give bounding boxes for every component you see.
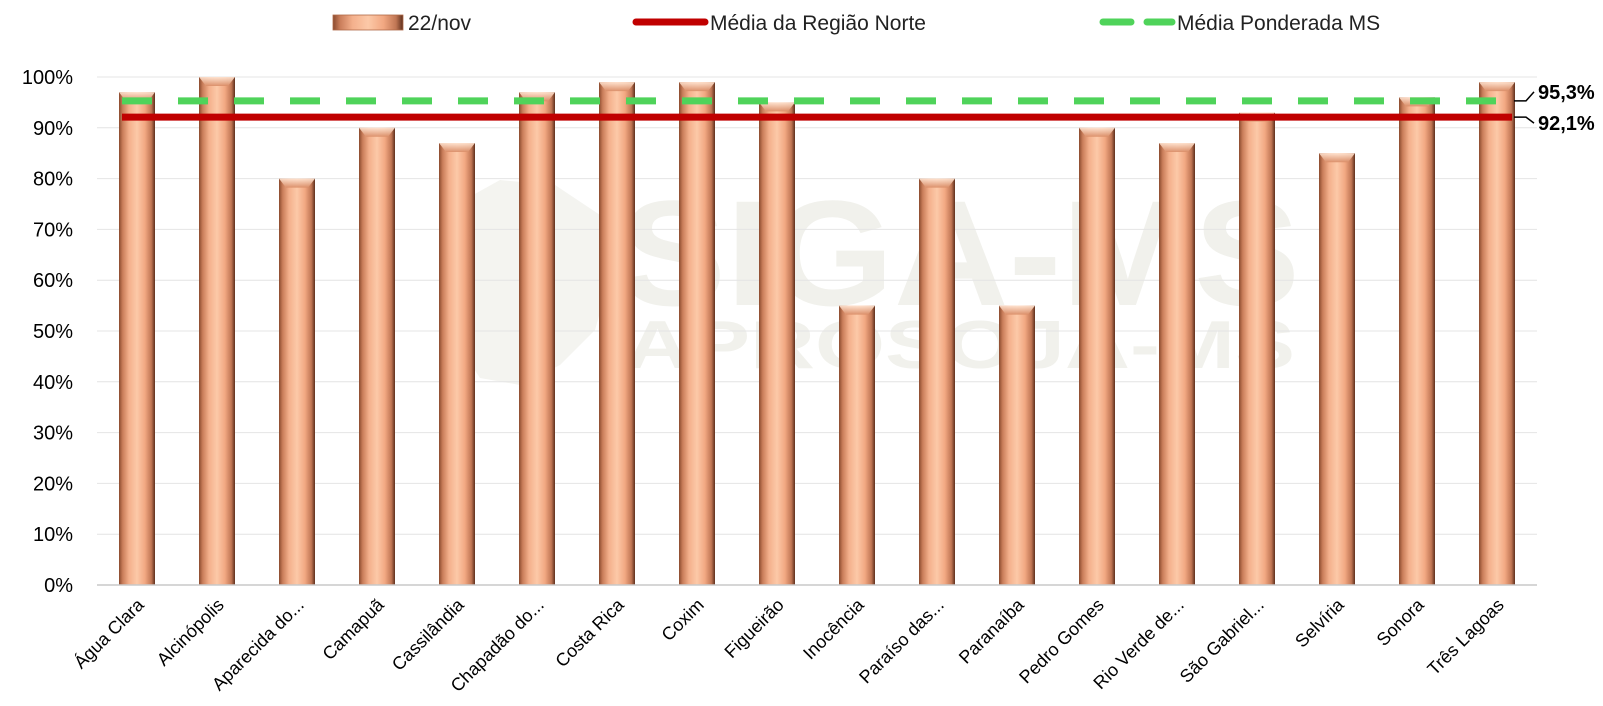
reference-line-value-label: 95,3% bbox=[1538, 82, 1595, 104]
bar-bevel bbox=[1079, 127, 1115, 137]
bar-body bbox=[199, 77, 235, 585]
x-tick-label: Paranaíba bbox=[955, 594, 1029, 668]
bar bbox=[119, 92, 155, 586]
bar bbox=[1159, 143, 1195, 586]
bar-body bbox=[919, 178, 955, 585]
y-tick-label: 20% bbox=[33, 473, 73, 495]
bar bbox=[519, 92, 555, 586]
x-tick-label: Camapuã bbox=[318, 594, 388, 664]
bar-bevel bbox=[759, 102, 795, 112]
bar bbox=[1399, 97, 1435, 585]
bar bbox=[919, 178, 955, 585]
bar-bevel bbox=[439, 143, 475, 153]
y-tick-label: 40% bbox=[33, 372, 73, 394]
bar bbox=[359, 127, 395, 586]
x-tick-label: Sonora bbox=[1373, 594, 1429, 650]
bar-bevel bbox=[679, 82, 715, 92]
x-tick-label: Alcinópolis bbox=[153, 595, 228, 670]
bar-body bbox=[1079, 127, 1115, 586]
bar-body bbox=[439, 143, 475, 586]
y-tick-label: 70% bbox=[33, 219, 73, 241]
bar-body bbox=[1239, 112, 1275, 585]
x-tick-label: Inocência bbox=[799, 594, 868, 663]
leader-line bbox=[1514, 116, 1535, 124]
bar-bevel bbox=[1479, 82, 1515, 92]
bar-body bbox=[1319, 153, 1355, 585]
bar-bevel bbox=[999, 305, 1035, 315]
x-tick-label: Paraíso das... bbox=[855, 595, 948, 688]
y-tick-label: 30% bbox=[33, 423, 73, 445]
bar-bevel bbox=[1159, 143, 1195, 153]
bar bbox=[599, 82, 635, 585]
bar-body bbox=[359, 127, 395, 586]
bar-bevel bbox=[359, 127, 395, 137]
x-tick-label: Selvíria bbox=[1291, 594, 1348, 651]
reference-line-value-label: 92,1% bbox=[1538, 113, 1595, 135]
bar-body bbox=[1159, 143, 1195, 586]
legend-item-series: 22/nov bbox=[332, 12, 472, 35]
bars bbox=[119, 77, 1515, 586]
bar-body bbox=[519, 92, 555, 586]
bar bbox=[1319, 153, 1355, 585]
bar bbox=[1079, 127, 1115, 586]
bar bbox=[999, 305, 1035, 585]
y-tick-label: 60% bbox=[33, 270, 73, 292]
y-tick-label: 100% bbox=[22, 67, 73, 89]
bar-body bbox=[839, 305, 875, 585]
x-tick-label: Coxim bbox=[658, 595, 708, 645]
x-tick-label: Costa Rica bbox=[551, 594, 628, 671]
x-tick-label: São Gabriel... bbox=[1176, 595, 1268, 687]
legend-label-ponderada-ms: Média Ponderada MS bbox=[1177, 12, 1380, 35]
legend-label-regiao-norte: Média da Região Norte bbox=[710, 12, 926, 35]
legend-label-series: 22/nov bbox=[408, 12, 472, 35]
bar-bevel bbox=[599, 82, 635, 92]
bar bbox=[679, 82, 715, 585]
bar bbox=[1239, 112, 1275, 585]
bar bbox=[279, 178, 315, 585]
y-tick-label: 10% bbox=[33, 524, 73, 546]
x-tick-label: Água Clara bbox=[70, 594, 149, 673]
bar-body bbox=[119, 92, 155, 586]
legend-item-ponderada-ms: Média Ponderada MS bbox=[1099, 12, 1380, 35]
bar bbox=[1479, 82, 1515, 585]
bar-body bbox=[679, 82, 715, 585]
legend-swatch-bar bbox=[332, 14, 404, 31]
y-axis: 0% 10% 20% 30% 40% 50% 60% 70% 80% 90% 100% bbox=[22, 67, 73, 597]
bar bbox=[199, 77, 235, 585]
reference-lines: 95,3% 92,1% bbox=[122, 82, 1595, 135]
legend-item-regiao-norte: Média da Região Norte bbox=[632, 12, 926, 35]
leader-line bbox=[1514, 91, 1535, 102]
y-tick-label: 90% bbox=[33, 118, 73, 140]
legend: 22/nov Média da Região Norte Média Ponde… bbox=[332, 12, 1380, 35]
bar-body bbox=[1479, 82, 1515, 585]
y-tick-label: 50% bbox=[33, 321, 73, 343]
bar-bevel bbox=[1319, 153, 1355, 163]
x-tick-label: Cassilândia bbox=[388, 594, 469, 675]
y-tick-label: 0% bbox=[44, 575, 73, 597]
grid bbox=[97, 76, 1537, 535]
bar-bevel bbox=[279, 178, 315, 188]
bar bbox=[839, 305, 875, 585]
x-tick-label: Três Lagoas bbox=[1423, 595, 1507, 679]
x-tick-label: Figueirão bbox=[721, 595, 788, 662]
bar-body bbox=[279, 178, 315, 585]
bar-body bbox=[599, 82, 635, 585]
bar-body bbox=[1399, 97, 1435, 585]
bar-body bbox=[999, 305, 1035, 585]
bar-bevel bbox=[839, 305, 875, 315]
bar-bevel bbox=[919, 178, 955, 188]
bar bbox=[759, 102, 795, 586]
y-tick-label: 80% bbox=[33, 169, 73, 191]
bar bbox=[439, 143, 475, 586]
bar-bevel bbox=[199, 77, 235, 86]
bar-body bbox=[759, 102, 795, 586]
